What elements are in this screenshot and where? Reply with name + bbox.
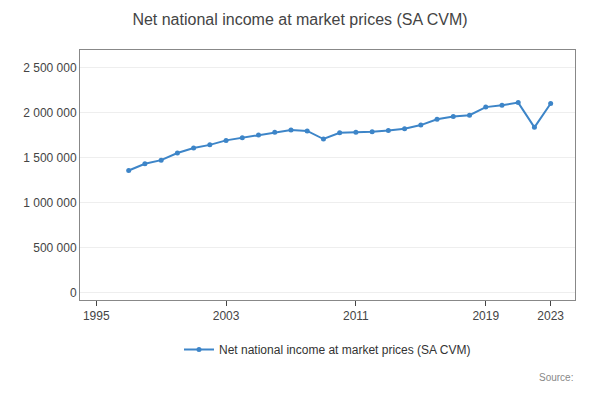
svg-text:Source:: Source: xyxy=(539,372,573,383)
svg-text:500 000: 500 000 xyxy=(33,241,77,255)
svg-text:2 500 000: 2 500 000 xyxy=(23,61,77,75)
svg-text:1 000 000: 1 000 000 xyxy=(23,196,77,210)
svg-text:1995: 1995 xyxy=(83,309,110,323)
svg-text:Net national income at market: Net national income at market prices (SA… xyxy=(132,11,467,28)
svg-text:2003: 2003 xyxy=(213,309,240,323)
svg-text:Net national income at market: Net national income at market prices (SA… xyxy=(219,343,470,357)
svg-text:2019: 2019 xyxy=(472,309,499,323)
svg-text:2011: 2011 xyxy=(343,309,369,323)
svg-text:2 000 000: 2 000 000 xyxy=(23,106,77,120)
svg-text:1 500 000: 1 500 000 xyxy=(23,151,77,165)
svg-text:2023: 2023 xyxy=(537,309,564,323)
svg-text:0: 0 xyxy=(70,286,77,300)
